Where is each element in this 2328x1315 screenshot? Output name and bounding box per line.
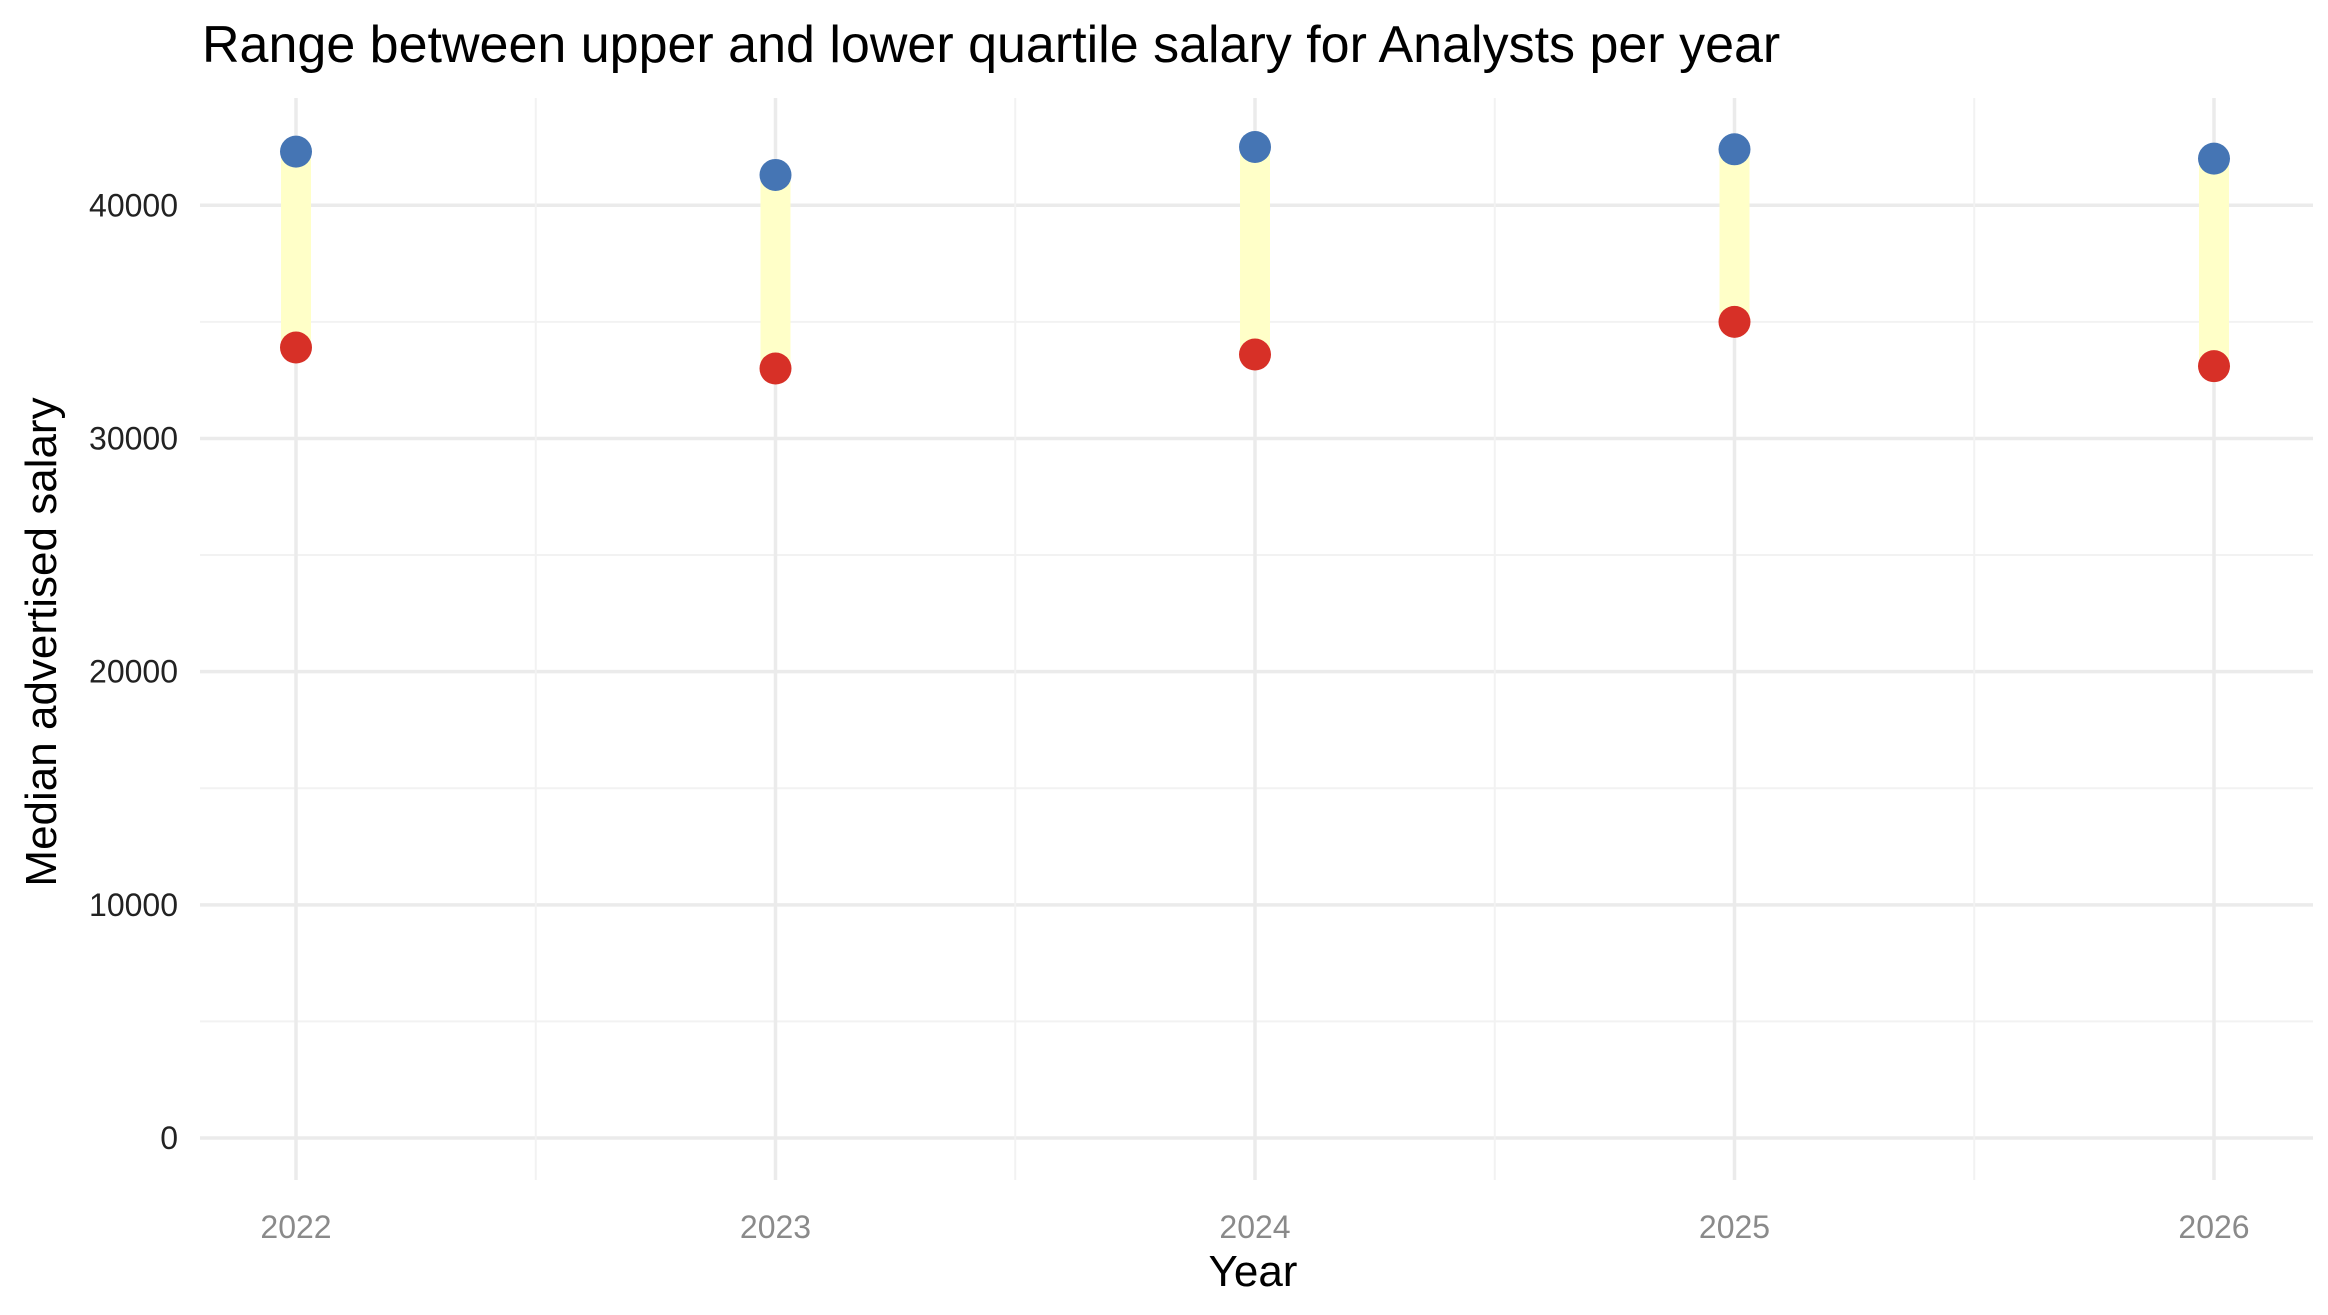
lower-quartile-point bbox=[759, 352, 792, 385]
lower-quartile-point bbox=[1239, 338, 1271, 371]
y-tick-label: 40000 bbox=[89, 187, 178, 223]
upper-quartile-point bbox=[280, 135, 312, 168]
y-tick-label: 30000 bbox=[89, 420, 178, 456]
x-tick-label: 2026 bbox=[2178, 1209, 2249, 1245]
lower-quartile-point bbox=[280, 331, 312, 364]
y-tick-label: 10000 bbox=[89, 887, 178, 923]
upper-quartile-point bbox=[759, 158, 792, 191]
upper-quartile-point bbox=[1239, 130, 1271, 163]
x-tick-label: 2024 bbox=[1219, 1209, 1290, 1245]
chart-title: Range between upper and lower quartile s… bbox=[202, 16, 1780, 74]
y-axis-label: Median advertised salary bbox=[17, 397, 66, 886]
x-tick-label: 2023 bbox=[740, 1209, 811, 1245]
y-axis-ticks: 0 10000 20000 30000 40000 bbox=[89, 187, 178, 1156]
x-tick-label: 2025 bbox=[1699, 1209, 1770, 1245]
upper-quartile-point bbox=[2198, 142, 2230, 175]
x-tick-label: 2022 bbox=[260, 1209, 331, 1245]
lower-quartile-point bbox=[2198, 350, 2230, 383]
quartile-points bbox=[280, 130, 2230, 385]
lower-quartile-point bbox=[1718, 305, 1751, 338]
x-axis-ticks: 2022 2023 2024 2025 2026 bbox=[260, 1209, 2249, 1245]
x-axis-label: Year bbox=[1209, 1247, 1298, 1296]
upper-quartile-point bbox=[1718, 133, 1751, 166]
y-tick-label: 0 bbox=[160, 1120, 178, 1156]
range-bars bbox=[281, 146, 2229, 369]
y-tick-label: 20000 bbox=[89, 654, 178, 690]
